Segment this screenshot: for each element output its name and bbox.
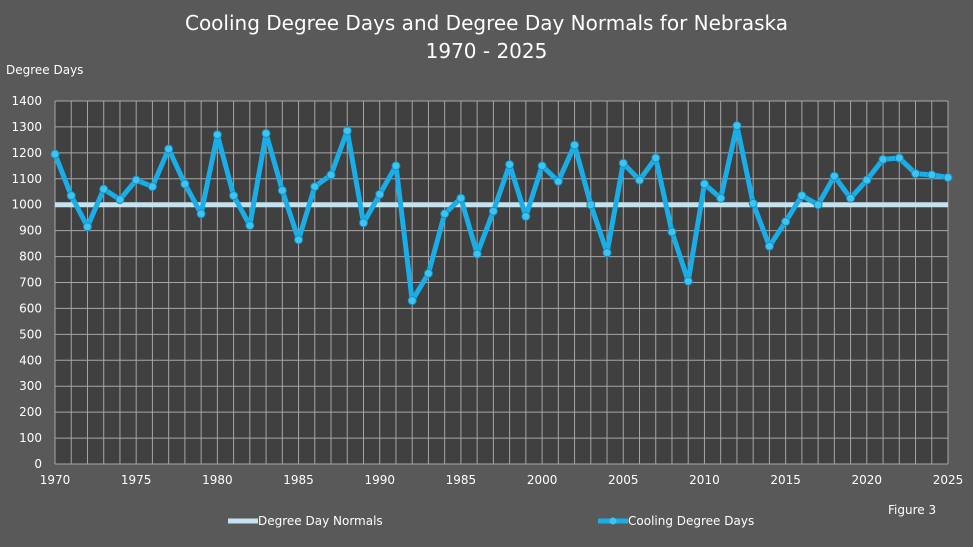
data-point (456, 193, 466, 203)
legend-item-normals: Degree Day Normals (228, 514, 383, 528)
data-point (586, 200, 596, 210)
x-tick-label: 2020 (852, 473, 883, 487)
data-point (440, 209, 450, 219)
x-tick-label: 1990 (364, 473, 395, 487)
legend-label-cdd: Cooling Degree Days (628, 514, 755, 528)
legend-line-cdd (598, 517, 628, 525)
data-point (180, 179, 190, 189)
data-point (472, 249, 482, 259)
data-point (716, 193, 726, 203)
data-point (115, 195, 125, 205)
y-tick-label: 600 (19, 301, 42, 315)
y-tick-label: 800 (19, 250, 42, 264)
data-point (229, 191, 239, 201)
data-point (894, 153, 904, 163)
y-tick-label: 700 (19, 276, 42, 290)
data-point (407, 296, 417, 306)
data-point (277, 185, 287, 195)
data-point (927, 170, 937, 180)
data-point (212, 130, 222, 140)
data-point (423, 268, 433, 278)
data-point (82, 222, 92, 232)
x-tick-label: 2025 (933, 473, 964, 487)
data-point (699, 179, 709, 189)
y-tick-label: 200 (19, 405, 42, 419)
data-point (748, 198, 758, 208)
x-tick-label: 1975 (121, 473, 152, 487)
data-point (781, 217, 791, 227)
data-point (488, 206, 498, 216)
y-tick-label: 900 (19, 224, 42, 238)
legend-line-normals (228, 518, 258, 524)
data-point (391, 161, 401, 171)
data-point (342, 126, 352, 136)
y-tick-label: 400 (19, 353, 42, 367)
data-point (797, 191, 807, 201)
x-tick-label: 1970 (40, 473, 71, 487)
data-point (131, 175, 141, 185)
x-tick-label: 2000 (527, 473, 558, 487)
data-point (261, 128, 271, 138)
data-point (618, 158, 628, 168)
data-point (943, 172, 953, 182)
data-point (602, 248, 612, 258)
data-point (878, 154, 888, 164)
data-point (310, 182, 320, 192)
y-tick-label: 0 (34, 457, 42, 471)
data-point (829, 171, 839, 181)
data-point (911, 169, 921, 179)
figure-label: Figure 3 (888, 503, 937, 517)
data-point (570, 140, 580, 150)
x-tick-label: 1985 (446, 473, 477, 487)
data-point (326, 170, 336, 180)
data-point (50, 149, 60, 159)
legend-label-normals: Degree Day Normals (258, 514, 383, 528)
data-point (505, 160, 515, 170)
y-tick-label: 1400 (11, 94, 42, 108)
y-tick-label: 1000 (11, 198, 42, 212)
data-point (667, 227, 677, 237)
data-point (245, 220, 255, 230)
data-point (66, 191, 76, 201)
data-point (537, 161, 547, 171)
y-tick-label: 1100 (11, 172, 42, 186)
data-point (846, 193, 856, 203)
data-point (375, 189, 385, 199)
x-tick-label: 2005 (608, 473, 639, 487)
data-point (196, 209, 206, 219)
x-tick-label: 1980 (202, 473, 233, 487)
data-point (635, 175, 645, 185)
x-tick-label: 1985 (283, 473, 314, 487)
y-tick-label: 1300 (11, 120, 42, 134)
x-tick-label: 2015 (770, 473, 801, 487)
data-point (764, 241, 774, 251)
data-point (358, 218, 368, 228)
data-point (99, 184, 109, 194)
chart-title: Cooling Degree Days and Degree Day Norma… (184, 11, 789, 35)
legend-item-cdd: Cooling Degree Days (598, 514, 754, 528)
chart-subtitle: 1970 - 2025 (425, 39, 548, 63)
x-tick-label: 2010 (689, 473, 720, 487)
series-line-cooling-degree-days (52, 123, 949, 304)
data-point (862, 175, 872, 185)
y-tick-label: 500 (19, 327, 42, 341)
data-point (732, 121, 742, 131)
y-tick-label: 1200 (11, 146, 42, 160)
data-point (147, 182, 157, 192)
data-point (553, 176, 563, 186)
y-tick-label: 100 (19, 431, 42, 445)
data-point (683, 276, 693, 286)
data-point (164, 144, 174, 154)
data-point (813, 200, 823, 210)
data-point (651, 153, 661, 163)
y-axis-label: Degree Days (6, 63, 84, 77)
data-point (294, 235, 304, 245)
data-point (521, 211, 531, 221)
y-tick-label: 300 (19, 379, 42, 393)
